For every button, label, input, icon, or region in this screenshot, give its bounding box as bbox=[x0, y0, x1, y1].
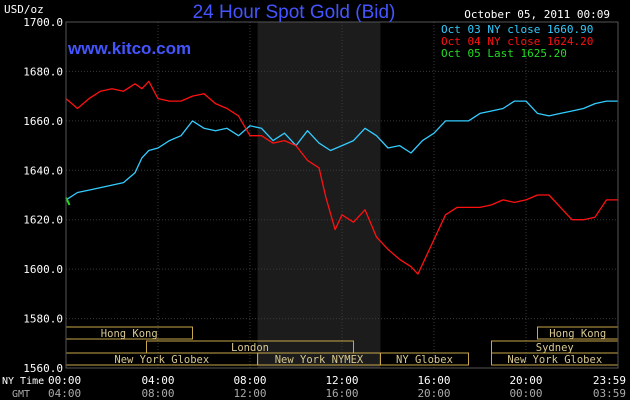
shaded-region-rect bbox=[257, 22, 381, 368]
series-line-1 bbox=[65, 100, 618, 201]
x-tick-label-gmt: 03:59 bbox=[593, 387, 626, 400]
x-tick-label-ny: 00:00 bbox=[48, 374, 81, 387]
y-tick-label: 1680.0 bbox=[23, 65, 63, 78]
session-bar bbox=[379, 352, 469, 366]
chart-date-label: October 05, 2011 00:09 bbox=[464, 8, 610, 21]
legend-item-oct03: Oct 03 NY close 1660.90 bbox=[441, 23, 593, 36]
legend-item-oct04: Oct 04 NY close 1624.20 bbox=[441, 35, 593, 48]
series-line-3 bbox=[65, 197, 71, 206]
axes: 1560.0 1580.0 1600.0 1620.0 1640.0 1660.0 1680… bbox=[23, 16, 626, 400]
session-label: New York Globex bbox=[507, 354, 602, 366]
y-tick-label: 1600.0 bbox=[23, 263, 63, 276]
x-row-label-ny: NY Time bbox=[2, 376, 44, 387]
y-tick-label: 1700.0 bbox=[23, 16, 63, 29]
y-tick-label: 1580.0 bbox=[23, 313, 63, 326]
series-lines bbox=[65, 80, 618, 275]
y-axis-unit-label: USD/oz bbox=[4, 3, 44, 16]
x-tick-label-gmt: 08:00 bbox=[141, 387, 174, 400]
x-tick-label-ny: 04:00 bbox=[141, 374, 174, 387]
nymex-shaded-region bbox=[257, 22, 381, 368]
session-label: Hong Kong bbox=[101, 328, 158, 340]
x-tick-label-ny: 12:00 bbox=[325, 374, 358, 387]
series-line-2 bbox=[65, 80, 618, 275]
y-tick-label: 1660.0 bbox=[23, 115, 63, 128]
x-tick-label-gmt: 12:00 bbox=[233, 387, 266, 400]
x-tick-label-gmt: 04:00 bbox=[48, 387, 81, 400]
x-tick-label-ny: 16:00 bbox=[417, 374, 450, 387]
source-watermark: www.kitco.com bbox=[67, 39, 191, 58]
x-tick-label-gmt: 20:00 bbox=[417, 387, 450, 400]
y-tick-label: 1560.0 bbox=[23, 362, 63, 375]
x-tick-label-ny: 20:00 bbox=[509, 374, 542, 387]
session-label: Sydney bbox=[536, 342, 574, 354]
legend: Oct 03 NY close 1660.90 Oct 04 NY close … bbox=[441, 23, 593, 60]
plot-frame bbox=[65, 21, 619, 369]
session-label: New York NYMEX bbox=[275, 354, 364, 366]
chart-title: 24 Hour Spot Gold (Bid) bbox=[193, 2, 396, 23]
session-label: London bbox=[231, 342, 269, 354]
session-label: Hong Kong bbox=[549, 328, 606, 340]
session-label: NY Globex bbox=[396, 354, 453, 366]
market-sessions: Hong Kong London New York Globex New York N… bbox=[65, 326, 619, 366]
legend-item-oct05: Oct 05 Last 1625.20 bbox=[441, 47, 567, 60]
y-tick-label: 1620.0 bbox=[23, 214, 63, 227]
x-tick-label-ny: 08:00 bbox=[233, 374, 266, 387]
x-row-label-gmt: GMT bbox=[12, 389, 30, 400]
x-tick-label-gmt: 16:00 bbox=[325, 387, 358, 400]
session-label: New York Globex bbox=[114, 354, 209, 366]
y-tick-label: 1640.0 bbox=[23, 164, 63, 177]
x-tick-label-ny: 23:59 bbox=[593, 374, 626, 387]
x-tick-label-gmt: 00:00 bbox=[509, 387, 542, 400]
